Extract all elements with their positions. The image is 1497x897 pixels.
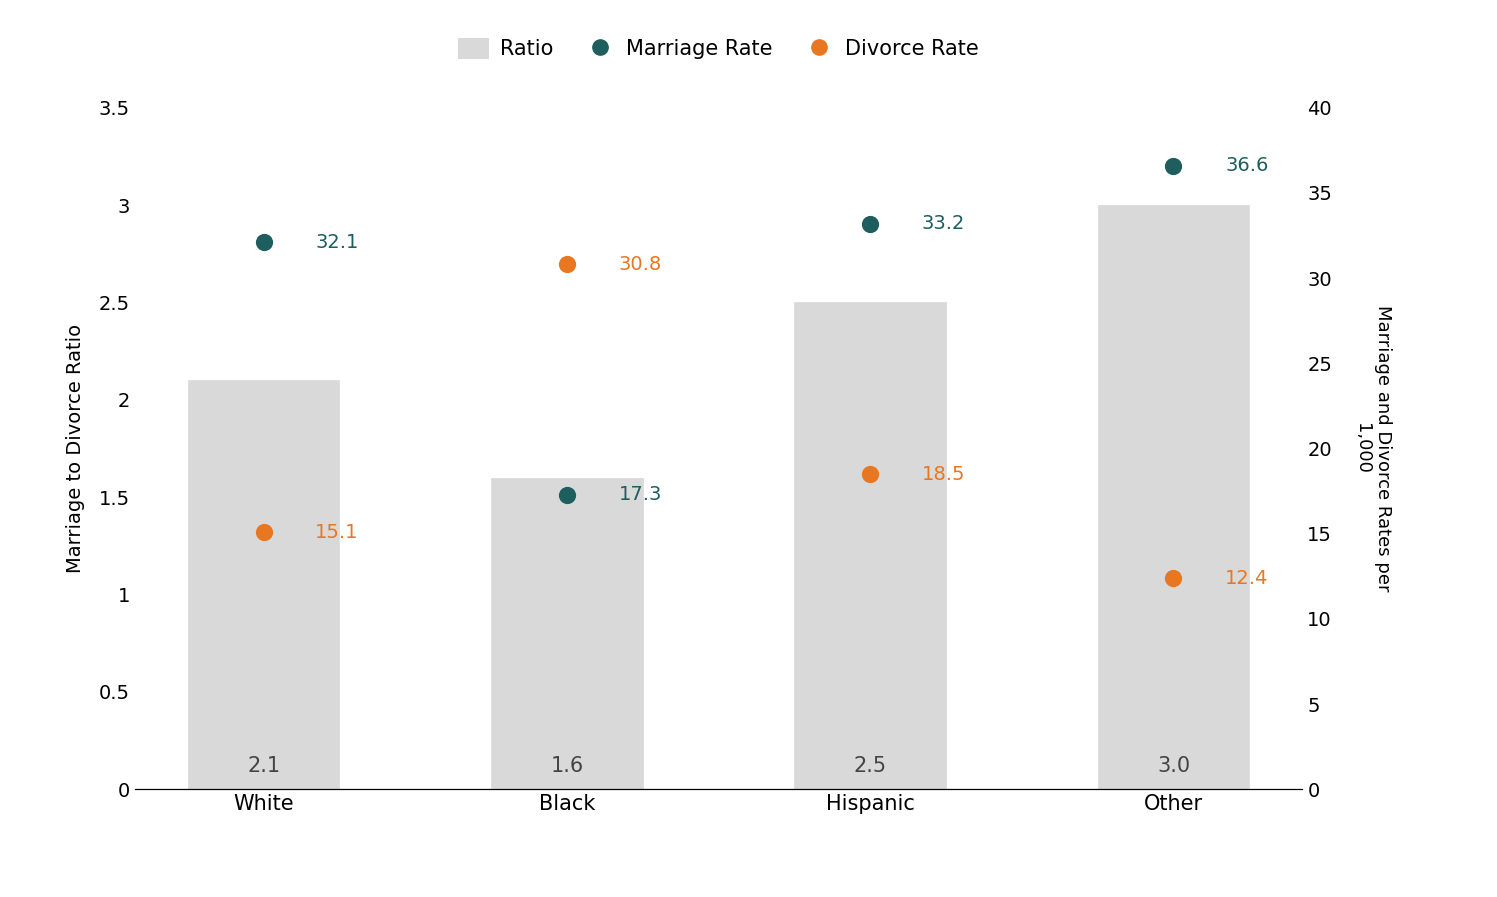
Text: 36.6: 36.6 <box>1225 156 1268 175</box>
Y-axis label: Marriage and Divorce Rates per
1,000: Marriage and Divorce Rates per 1,000 <box>1353 305 1392 592</box>
Text: 32.1: 32.1 <box>316 233 359 252</box>
Point <box>858 466 882 481</box>
Bar <box>795 302 946 789</box>
Point <box>251 525 275 539</box>
Bar <box>491 478 642 789</box>
Text: 1.6: 1.6 <box>551 756 584 776</box>
Text: 17.3: 17.3 <box>618 485 662 504</box>
Text: 2.5: 2.5 <box>853 756 886 776</box>
Text: 18.5: 18.5 <box>922 465 966 483</box>
Text: 15.1: 15.1 <box>316 523 359 542</box>
Point <box>555 257 579 272</box>
Point <box>1162 570 1186 585</box>
Point <box>1162 159 1186 173</box>
Point <box>251 235 275 249</box>
Point <box>858 216 882 231</box>
Y-axis label: Marriage to Divorce Ratio: Marriage to Divorce Ratio <box>66 324 85 573</box>
Legend: Ratio, Marriage Rate, Divorce Rate: Ratio, Marriage Rate, Divorce Rate <box>449 30 988 68</box>
Text: 12.4: 12.4 <box>1225 569 1268 588</box>
Text: 3.0: 3.0 <box>1157 756 1190 776</box>
Text: 30.8: 30.8 <box>618 255 662 274</box>
Bar <box>187 380 340 789</box>
Bar <box>1097 205 1250 789</box>
Text: 2.1: 2.1 <box>247 756 280 776</box>
Text: 33.2: 33.2 <box>922 214 966 233</box>
Point <box>555 487 579 501</box>
